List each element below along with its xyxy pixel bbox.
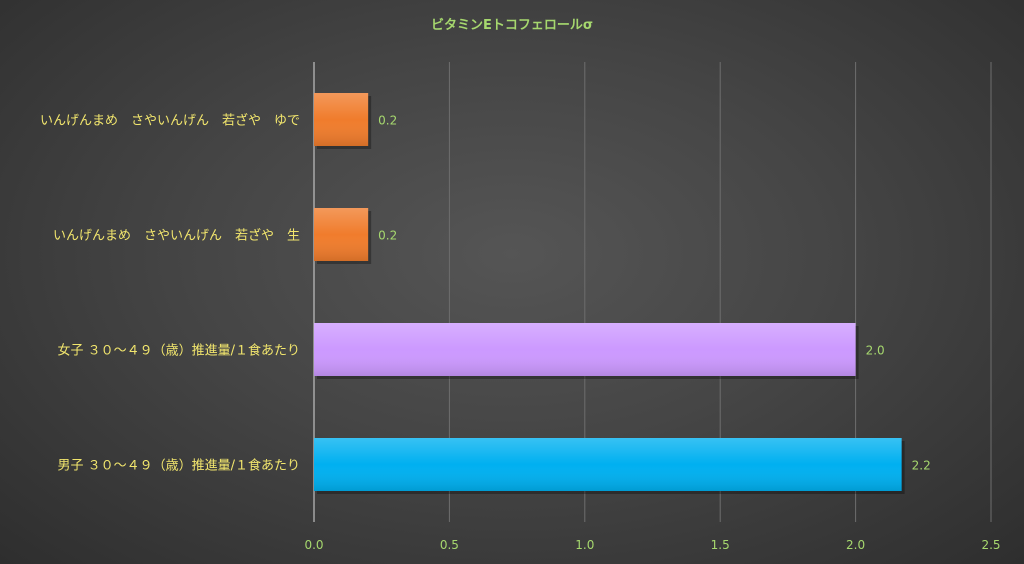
x-tick-label: 1.0 [575, 538, 594, 552]
category-label: 男子 ３０～４９（歳）推進量/１食あたり [57, 458, 300, 474]
chart-title: ビタミンEトコフェロールσ [431, 17, 593, 33]
bar-highlight [314, 323, 856, 376]
bar-highlight [314, 208, 369, 261]
data-label: 2.2 [912, 459, 931, 473]
bar-highlight [314, 93, 369, 146]
data-label: 2.0 [866, 344, 885, 358]
x-tick-label: 2.5 [981, 538, 1000, 552]
category-label: いんげんまめ さやいんげん 若ざや 生 [53, 228, 300, 244]
data-label: 0.2 [378, 114, 397, 128]
bars [314, 93, 905, 494]
data-labels: 0.2 0.2 2.0 2.2 [378, 114, 931, 473]
tick-labels: 0.0 0.5 1.0 1.5 2.0 2.5 [304, 538, 1000, 552]
x-tick-label: 1.5 [711, 538, 730, 552]
category-label: 女子 ３０～４９（歳）推進量/１食あたり [57, 343, 300, 359]
x-tick-label: 0.0 [304, 538, 323, 552]
bar-highlight [314, 438, 902, 491]
category-label: いんげんまめ さやいんげん 若ざや ゆで [40, 113, 300, 129]
x-tick-label: 0.5 [440, 538, 459, 552]
data-label: 0.2 [378, 229, 397, 243]
x-tick-label: 2.0 [846, 538, 865, 552]
